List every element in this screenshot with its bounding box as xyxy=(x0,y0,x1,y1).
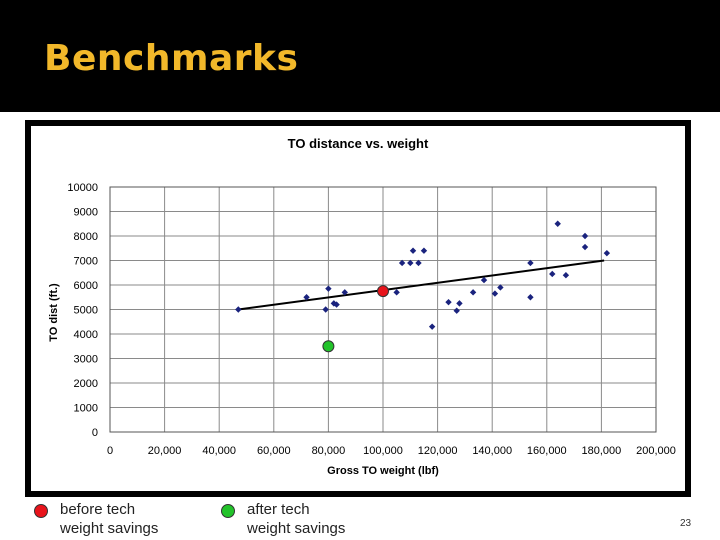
plot-border xyxy=(109,186,657,433)
x-tick-label: 200,000 xyxy=(636,445,676,457)
data-point xyxy=(420,247,428,254)
legend-before-line1: before tech xyxy=(60,501,136,518)
y-tick-label: 9000 xyxy=(74,207,98,219)
x-tick-label: 180,000 xyxy=(582,445,622,457)
data-point xyxy=(562,272,570,279)
data-point xyxy=(491,290,499,297)
before-point xyxy=(377,285,389,298)
data-point xyxy=(527,259,534,267)
legend-marker-before xyxy=(34,504,48,518)
x-tick-label: 20,000 xyxy=(148,445,182,457)
x-tick-label: 140,000 xyxy=(472,445,512,457)
data-point xyxy=(341,289,348,296)
x-tick-label: 80,000 xyxy=(312,445,346,457)
data-point xyxy=(554,220,561,227)
y-axis-label: TO dist (ft.) xyxy=(48,283,60,342)
legend-after-line2: weight savings xyxy=(247,520,346,537)
x-axis-label: Gross TO weight (lbf) xyxy=(327,465,439,477)
data-point xyxy=(445,298,452,306)
y-tick-label: 4000 xyxy=(74,329,98,341)
y-tick-label: 3000 xyxy=(74,354,98,366)
data-point xyxy=(407,259,414,267)
data-point xyxy=(603,249,611,257)
y-tick-label: 1000 xyxy=(74,403,98,415)
x-tick-label: 120,000 xyxy=(418,445,458,457)
data-point xyxy=(456,300,463,307)
x-tick-label: 100,000 xyxy=(363,445,403,457)
data-point xyxy=(581,243,589,251)
data-point xyxy=(469,289,477,296)
legend-item-after: after tech weight savings xyxy=(221,500,345,538)
y-tick-label: 6000 xyxy=(74,280,98,292)
data-point xyxy=(453,307,460,314)
trendline xyxy=(238,259,605,311)
after-point xyxy=(322,340,335,353)
legend-after-line1: after tech xyxy=(247,501,310,518)
y-tick-label: 5000 xyxy=(74,305,98,317)
x-tick-label: 60,000 xyxy=(257,445,291,457)
title-bar: Benchmarks xyxy=(0,0,720,112)
data-point xyxy=(480,276,488,284)
legend-before-line2: weight savings xyxy=(60,520,159,537)
y-tick-label: 8000 xyxy=(74,231,98,243)
legend-item-before: before tech weight savings xyxy=(34,500,158,538)
data-point xyxy=(497,284,504,291)
y-tick-label: 2000 xyxy=(74,378,98,390)
legend-marker-after xyxy=(221,504,235,518)
data-point xyxy=(333,301,340,308)
data-point xyxy=(322,306,329,313)
data-point xyxy=(409,247,417,254)
legend-label-before: before tech weight savings xyxy=(60,500,158,538)
chart-title: TO distance vs. weight xyxy=(288,136,429,151)
data-point xyxy=(235,306,242,313)
data-point xyxy=(398,259,406,267)
x-tick-label: 40,000 xyxy=(202,445,236,457)
data-point xyxy=(549,270,556,278)
data-point xyxy=(428,323,436,330)
y-tick-label: 0 xyxy=(92,427,98,439)
legend-label-after: after tech weight savings xyxy=(247,500,345,538)
slide-title: Benchmarks xyxy=(44,38,299,79)
y-tick-label: 7000 xyxy=(74,256,98,268)
data-point xyxy=(415,259,422,267)
data-point xyxy=(581,232,589,240)
data-point xyxy=(393,289,400,296)
data-point xyxy=(303,294,310,301)
page-number: 23 xyxy=(680,518,692,529)
x-tick-label: 160,000 xyxy=(527,445,567,457)
x-tick-label: 0 xyxy=(107,445,113,457)
data-point xyxy=(527,294,534,301)
data-point xyxy=(325,285,332,292)
y-tick-label: 10000 xyxy=(67,182,98,194)
